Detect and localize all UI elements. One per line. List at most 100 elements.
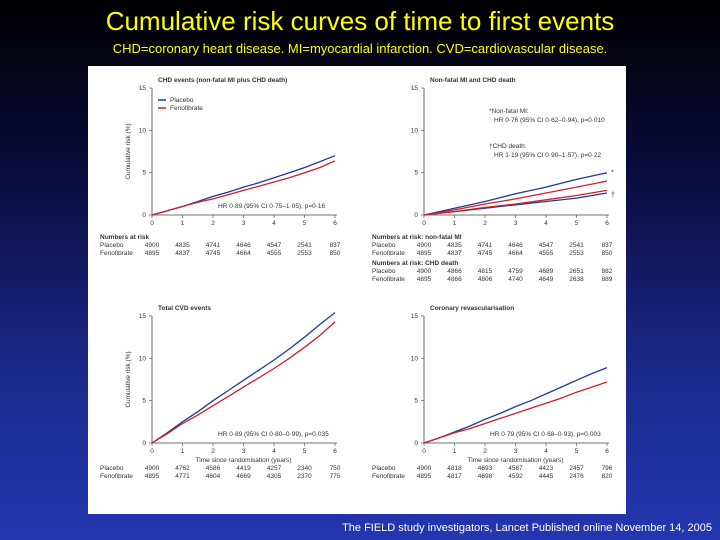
chart4-risk-value: 4818: [447, 465, 462, 472]
chart2-x-tick-label: 0: [422, 220, 426, 227]
chart4-risk-value: 4900: [417, 465, 432, 472]
chart2-risk-row-label: Fenofibrate: [372, 276, 405, 283]
chart2-risk-value: 4745: [478, 250, 493, 257]
chart1-x-tick-label: 0: [150, 220, 154, 227]
chart3-x-tick-label: 0: [150, 448, 154, 455]
chart2-risk-value: 4895: [417, 276, 432, 283]
chart1-risk-table-header: Numbers at risk: [100, 234, 150, 241]
chart1-risk-value: 2541: [297, 242, 312, 249]
chart1-risk-value: 837: [330, 242, 341, 249]
slide-subtitle: CHD=coronary heart disease. MI=myocardia…: [112, 41, 608, 56]
chart3-y-tick-label: 5: [142, 398, 146, 405]
chart2-risk-value: 4866: [447, 276, 462, 283]
chart2-risk-value: 4895: [417, 250, 432, 257]
chart2-y-tick-label: 0: [414, 212, 418, 219]
chart2-annotation: †CHD death:: [489, 143, 527, 150]
chart1-x-tick-label: 5: [303, 220, 307, 227]
chart4-risk-row-label: Placebo: [372, 465, 396, 472]
chart1-y-tick-label: 0: [142, 212, 146, 219]
chart2-risk-value: 4835: [447, 242, 462, 249]
chart2-risk-value: 4664: [508, 250, 523, 257]
chart3-x-tick-label: 6: [333, 448, 337, 455]
chart2-annotation: HR 1·19 (95% CI 0·90–1·57), p=0·22: [494, 152, 602, 159]
chart2-risk-value: 2553: [569, 250, 584, 257]
chart1-x-tick-label: 6: [333, 220, 337, 227]
chart2-risk-value: 4646: [508, 242, 523, 249]
chart2-x-tick-label: 2: [483, 220, 487, 227]
chart4-annotation: HR 0·79 (95% CI 0·68–0·93), p=0·003: [490, 431, 601, 438]
chart3-risk-value: 4419: [236, 465, 251, 472]
chart3-y-tick-label: 10: [139, 355, 147, 362]
chart3-series-placebo-0: [151, 312, 336, 444]
chart3-risk-value: 2370: [297, 473, 312, 480]
chart4-risk-value: 4895: [417, 473, 432, 480]
chart4-risk-value: 4592: [508, 473, 523, 480]
chart1-risk-value: 4555: [267, 250, 282, 257]
chart2-x-tick-label: 1: [453, 220, 457, 227]
chart2-risk-value: 4547: [539, 242, 554, 249]
chart2-risk-value: 850: [602, 250, 613, 257]
chart2-x-tick-label: 6: [605, 220, 609, 227]
chart3-y-axis-label: Cumulative risk (%): [125, 351, 132, 407]
chart3-annotation: HR 0·89 (95% CI 0·80–0·99), p=0·035: [218, 431, 329, 438]
chart4-risk-value: 4817: [447, 473, 462, 480]
chart1-legend-label: Placebo: [170, 97, 194, 104]
chart4-x-tick-label: 5: [575, 448, 579, 455]
chart2-risk-value: 2638: [569, 276, 584, 283]
chart2-x-tick-label: 5: [575, 220, 579, 227]
chart1-risk-value: 4547: [267, 242, 282, 249]
chart4-series-placebo-0: [423, 366, 608, 444]
chart3-x-tick-label: 4: [272, 448, 276, 455]
chart1-y-tick-label: 5: [142, 170, 146, 177]
chart2-curve-marker: †: [611, 192, 615, 199]
chart2-risk-value: 4806: [478, 276, 493, 283]
chart1-annotation: HR 0·89 (95% CI 0·75–1·05), p=0·16: [218, 203, 326, 210]
chart1-risk-value: 850: [330, 250, 341, 257]
chart2-risk-row-label: Placebo: [372, 268, 396, 275]
chart3-title: Total CVD events: [158, 305, 211, 312]
chart4-x-tick-label: 0: [422, 448, 426, 455]
chart1-risk-value: 4895: [145, 250, 160, 257]
chart2-risk-value: 889: [602, 276, 613, 283]
chart3-x-tick-label: 3: [242, 448, 246, 455]
chart3-risk-value: 2340: [297, 465, 312, 472]
chart2-risk-table-header: Numbers at risk: CHD death: [372, 260, 458, 267]
chart4-x-tick-label: 3: [514, 448, 518, 455]
chart2-y-tick-label: 5: [414, 170, 418, 177]
chart2-risk-value: 4815: [478, 268, 493, 275]
chart1-x-tick-label: 3: [242, 220, 246, 227]
chart2-risk-value: 4837: [447, 250, 462, 257]
chart2-risk-value: 4740: [508, 276, 523, 283]
chart2-risk-value: 2541: [569, 242, 584, 249]
chart4-x-axis-label: Time since randomisation (years): [468, 457, 564, 464]
chart3-risk-value: 4257: [267, 465, 282, 472]
slide-title: Cumulative risk curves of time to first …: [105, 6, 615, 36]
chart3-risk-value: 750: [330, 465, 341, 472]
chart1-risk-value: 4837: [175, 250, 190, 257]
chart1-risk-value: 4646: [236, 242, 251, 249]
chart2-series-fenofibrate-3: [423, 189, 608, 216]
chart2-risk-value: 882: [602, 268, 613, 275]
chart2-y-tick-label: 10: [411, 127, 419, 134]
chart1-x-tick-label: 4: [272, 220, 276, 227]
chart4-risk-value: 4423: [539, 465, 554, 472]
chart2-risk-row-label: Fenofibrate: [372, 250, 405, 257]
chart4-title: Coronary revascularisation: [430, 305, 514, 312]
chart4-risk-value: 4445: [539, 473, 554, 480]
chart2-curve-marker: *: [611, 170, 614, 177]
chart2-risk-value: 4741: [478, 242, 493, 249]
chart3-series-fenofibrate-1: [151, 321, 336, 444]
chart2-risk-value: 4649: [539, 276, 554, 283]
chart3-risk-row-label: Placebo: [100, 465, 124, 472]
chart4-risk-value: 796: [602, 465, 613, 472]
chart2-risk-value: 4689: [539, 268, 554, 275]
chart2-series-fenofibrate-1: [423, 180, 608, 216]
chart3-risk-value: 4669: [236, 473, 251, 480]
chart2-risk-value: 4759: [508, 268, 523, 275]
chart4-x-tick-label: 1: [453, 448, 457, 455]
chart1-risk-row-label: Placebo: [100, 242, 124, 249]
chart3-risk-value: 4762: [175, 465, 190, 472]
chart3-risk-value: 4771: [175, 473, 190, 480]
chart4-series-fenofibrate-1: [423, 381, 608, 444]
chart2-risk-value: 837: [602, 242, 613, 249]
